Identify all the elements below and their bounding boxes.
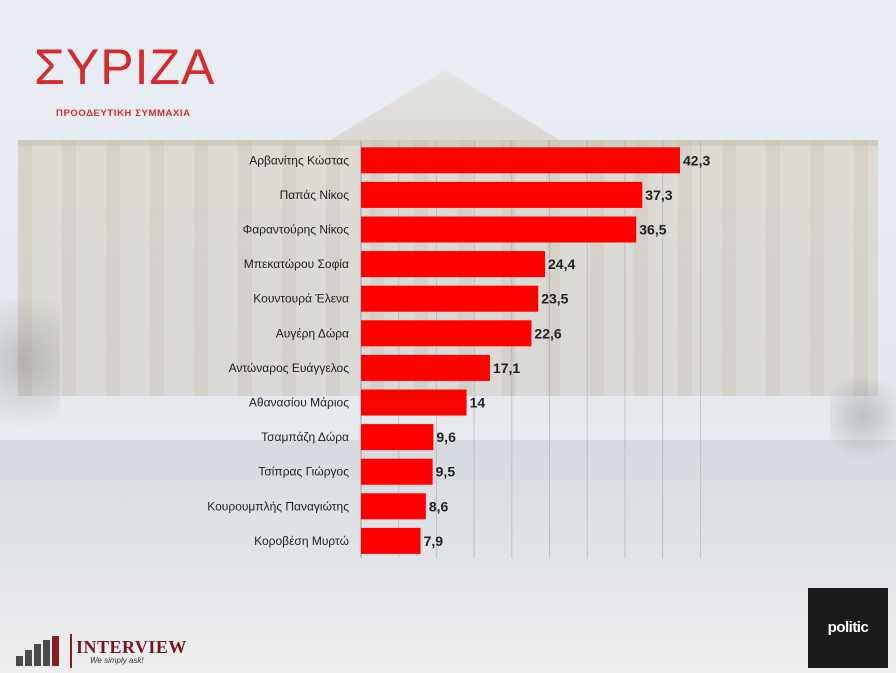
value-label: 9,6: [436, 429, 456, 445]
category-label: Κουρουμπλής Παναγιώτης: [207, 499, 349, 513]
chart-gridlines: [360, 141, 701, 559]
bar: [361, 527, 421, 554]
value-label: 37,3: [645, 187, 672, 203]
logo-subtitle: ΠΡΟΟΔΕΥΤΙΚΗ ΣΥΜΜΑΧΙΑ: [56, 108, 191, 119]
value-label: 8,6: [429, 498, 449, 514]
category-label: Φαραντούρης Νίκος: [243, 223, 350, 237]
politic-wordmark: politic: [827, 619, 869, 636]
value-label: 9,5: [436, 464, 456, 480]
bar: [361, 216, 637, 243]
background-tree: [0, 300, 60, 450]
background-plaza: [0, 440, 896, 673]
bar: [361, 424, 434, 451]
bar: [361, 147, 680, 174]
bar: [361, 285, 539, 312]
interview-wordmark: INTERVIEW: [76, 637, 187, 657]
bar: [361, 251, 546, 278]
category-label: Τσαμπάζη Δώρα: [261, 430, 349, 444]
bar: [361, 181, 643, 208]
category-label: Τσίπρας Γιώργος: [258, 465, 349, 479]
interview-logo: INTERVIEW We simply ask!: [16, 634, 216, 668]
category-label: Αυγέρη Δώρα: [276, 326, 349, 340]
bar: [361, 389, 467, 416]
interview-bars-icon: [16, 636, 62, 666]
value-label: 42,3: [683, 152, 710, 168]
bar: [361, 458, 433, 485]
background-tree: [830, 380, 896, 470]
category-label: Αντώναρος Ευάγγελος: [229, 361, 350, 375]
politic-logo: politic: [808, 588, 888, 668]
value-label: 14: [470, 395, 486, 411]
value-label: 23,5: [541, 291, 568, 307]
interview-separator: [70, 634, 72, 668]
category-label: Αρβανίτης Κώστας: [249, 153, 349, 167]
category-label: Κουντουρά Έλενα: [253, 292, 349, 306]
value-label: 7,9: [424, 533, 444, 549]
bar: [361, 354, 490, 381]
value-label: 22,6: [534, 325, 561, 341]
interview-tagline: We simply ask!: [90, 656, 144, 665]
category-label: Παπάς Νίκος: [280, 188, 350, 202]
value-label: 36,5: [639, 222, 666, 238]
bar: [361, 493, 426, 520]
value-label: 24,4: [548, 256, 575, 272]
category-label: Αθανασίου Μάριος: [249, 396, 349, 410]
bar: [361, 320, 532, 347]
category-label: Κοροβέση Μυρτώ: [254, 534, 349, 548]
category-label: Μπεκατώρου Σοφία: [244, 257, 349, 271]
syriza-logo: ΣΥΡΙΖΑ ΠΡΟΟΔΕΥΤΙΚΗ ΣΥΜΜΑΧΙΑ: [34, 38, 224, 128]
value-label: 17,1: [493, 360, 520, 376]
chart-value-labels: 42,3 37,3 36,5 24,4 23,5 22,6 17,1 14 9,6 9,5 8,6 7…: [424, 152, 711, 549]
chart-category-labels: Αρβανίτης Κώστας Παπάς Νίκος Φαραντούρης Ν…: [207, 153, 349, 548]
logo-wordmark: ΣΥΡΙΖΑ: [34, 39, 216, 95]
chart-bars: [361, 147, 680, 554]
